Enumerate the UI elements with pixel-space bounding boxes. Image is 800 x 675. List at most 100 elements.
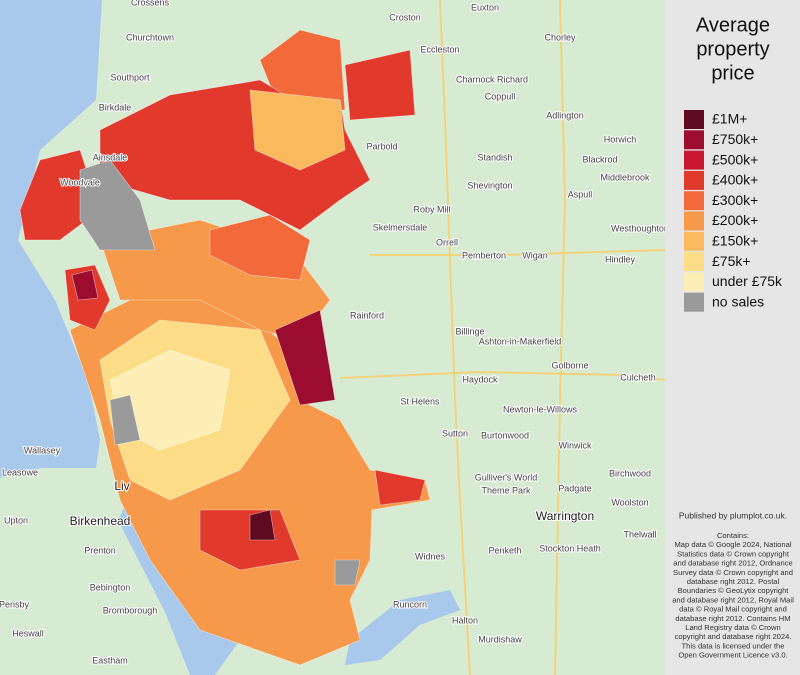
legend-title: property	[696, 38, 769, 60]
legend-swatch	[684, 170, 704, 190]
place-label: Parbold	[366, 141, 397, 151]
place-label: Wigan	[522, 250, 548, 260]
place-label: Chorley	[544, 32, 576, 42]
legend-label: £300k+	[712, 192, 758, 208]
place-label: Heswall	[12, 628, 44, 638]
region	[274, 309, 336, 406]
place-label: Horwich	[604, 134, 637, 144]
legend-label: £400k+	[712, 172, 758, 188]
region	[334, 559, 361, 586]
road	[370, 249, 666, 256]
place-label: Crossens	[131, 0, 170, 7]
place-label: Golborne	[551, 360, 588, 370]
legend-title: Average	[696, 14, 770, 36]
legend-swatch	[684, 252, 704, 272]
place-label: Charnock Richard	[456, 74, 528, 84]
place-label: Haydock	[462, 374, 498, 384]
attribution-line: Contains:	[717, 531, 749, 540]
legend-label: £500k+	[712, 151, 758, 167]
attribution-line: database right 2012. Postal	[687, 577, 780, 586]
place-label: Coppull	[485, 91, 516, 101]
legend-label: £750k+	[712, 131, 758, 147]
legend-swatch	[684, 272, 704, 292]
legend-label: £1M+	[712, 111, 747, 127]
place-label: Southport	[110, 72, 150, 82]
attribution-line: Survey data © Crown copyright and	[673, 568, 793, 577]
place-label: Bebington	[90, 582, 131, 592]
place-label: Warrington	[536, 509, 594, 523]
place-label: Aspull	[568, 189, 593, 199]
place-label: Gulliver's World	[475, 472, 538, 482]
region	[344, 49, 416, 121]
place-label: Padgate	[558, 483, 592, 493]
place-label: Pemberton	[462, 250, 506, 260]
place-label: Westhoughton	[611, 223, 669, 233]
place-label: Birkdale	[99, 102, 132, 112]
legend-label: no sales	[712, 293, 764, 309]
road	[439, 0, 471, 675]
attribution-line: Statistics data © Crown copyright	[677, 549, 790, 558]
sea	[0, 0, 102, 478]
legend-swatch	[684, 191, 704, 211]
place-label: Woolston	[611, 497, 648, 507]
place-label: Shevington	[467, 180, 512, 190]
road	[554, 0, 567, 675]
legend-swatch	[684, 231, 704, 251]
attribution-line: data © Royal Mail copyright and	[679, 605, 787, 614]
place-label: Roby Mill	[413, 204, 450, 214]
place-label: Eastham	[92, 655, 128, 665]
attribution-line: copyright and database right 2024.	[675, 632, 792, 641]
place-label: Birkenhead	[70, 514, 131, 528]
place-label: Churchtown	[126, 32, 174, 42]
legend-label: £150k+	[712, 233, 758, 249]
region	[249, 509, 276, 541]
place-label: Liv	[114, 479, 129, 493]
legend-label: £200k+	[712, 212, 758, 228]
legend-swatch	[684, 211, 704, 231]
legend-label: £75k+	[712, 253, 751, 269]
place-label: Bromborough	[103, 605, 158, 615]
attribution-line: and database right 2012, Royal Mail	[672, 595, 794, 604]
place-label: Newton-le-Willows	[503, 404, 578, 414]
place-label: Orrell	[436, 237, 458, 247]
place-label: Sutton	[442, 428, 468, 438]
place-label: Culcheth	[620, 372, 656, 382]
attribution-line: database right 2012. Contains HM	[675, 614, 790, 623]
place-label: Skelmersdale	[373, 222, 428, 232]
legend-label: under £75k	[712, 273, 783, 289]
attribution-line: Map data © Google 2024, National	[674, 540, 791, 549]
attribution-line: and database right 2012, Ordnance	[673, 559, 792, 568]
place-label: Burtonwood	[481, 430, 529, 440]
place-label: Winwick	[559, 440, 592, 450]
place-label: Upton	[4, 515, 28, 525]
attribution-line: Open Government Licence v3.0.	[678, 651, 787, 660]
legend-swatch	[684, 150, 704, 170]
region	[374, 469, 426, 506]
place-label: Murdishaw	[478, 634, 522, 644]
place-label: Eccleston	[420, 44, 459, 54]
place-label: Ashton-in-Makerfield	[479, 336, 562, 346]
place-label: Theme Park	[481, 485, 531, 495]
legend-swatch	[684, 130, 704, 150]
region	[79, 159, 156, 251]
place-labels: Southport Churchtown Crossens Birkdale Ainsd…	[0, 0, 670, 666]
place-label: Widnes	[415, 551, 446, 561]
region	[249, 89, 346, 171]
place-label: Halton	[452, 615, 478, 625]
place-label: Wallasey	[24, 445, 61, 455]
place-label: Prenton	[84, 545, 116, 555]
attribution-line: Boundaries © GeoLytix copyright	[678, 586, 790, 595]
place-label: St Helens	[400, 396, 440, 406]
place-label: Woodvale	[60, 177, 100, 187]
place-label: Adlington	[546, 110, 584, 120]
road	[339, 370, 666, 381]
place-label: Standish	[477, 152, 512, 162]
place-label: Leasowe	[2, 467, 38, 477]
attribution-line: Land Registry data © Crown	[685, 623, 781, 632]
place-label: Thelwall	[623, 529, 656, 539]
region	[109, 394, 141, 446]
place-label: Ainsdale	[93, 152, 128, 162]
place-label: Stockton Heath	[539, 543, 601, 553]
